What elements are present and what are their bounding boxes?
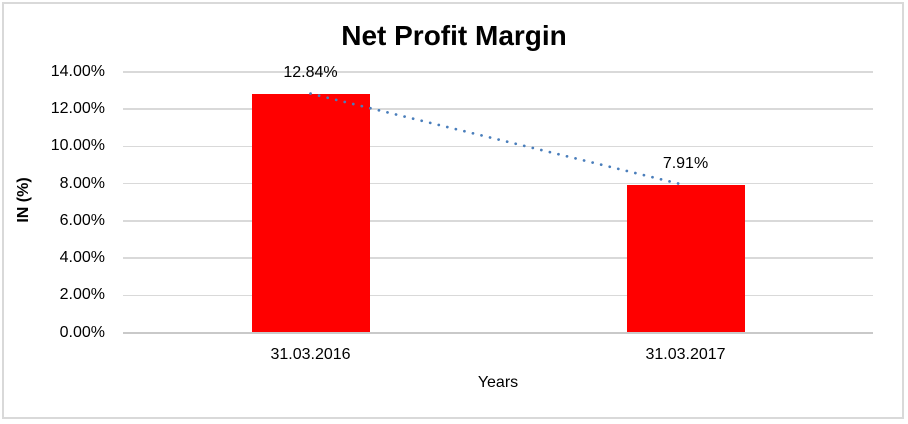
bar-31.03.2017 <box>626 185 745 333</box>
chart-border <box>2 2 904 419</box>
y-tick-label: 12.00% <box>50 100 105 118</box>
y-tick-label: 4.00% <box>59 249 105 267</box>
gridline <box>123 220 873 222</box>
y-tick-label: 14.00% <box>50 63 105 80</box>
y-tick-label: 6.00% <box>59 211 105 229</box>
bar-31.03.2016 <box>251 93 370 333</box>
bar-data-label: 7.91% <box>662 155 709 173</box>
gridline <box>123 294 873 297</box>
y-tick-label: 10.00% <box>50 137 105 155</box>
gridline <box>123 71 873 73</box>
gridline <box>123 108 873 110</box>
y-tick-label: 0.00% <box>59 323 105 341</box>
y-tick-label: 8.00% <box>59 174 105 192</box>
y-tick-label: 2.00% <box>59 286 105 304</box>
gridline <box>123 145 873 148</box>
gridline <box>123 257 873 259</box>
x-axis-title: Years <box>477 374 519 391</box>
bar-data-label: 12.84% <box>283 63 338 81</box>
x-tick-label: 31.03.2016 <box>270 346 351 363</box>
chart-title: Net Profit Margin <box>341 20 567 51</box>
x-axis-line <box>123 331 873 334</box>
gridline <box>123 182 873 185</box>
x-tick-label: 31.03.2017 <box>645 346 726 363</box>
